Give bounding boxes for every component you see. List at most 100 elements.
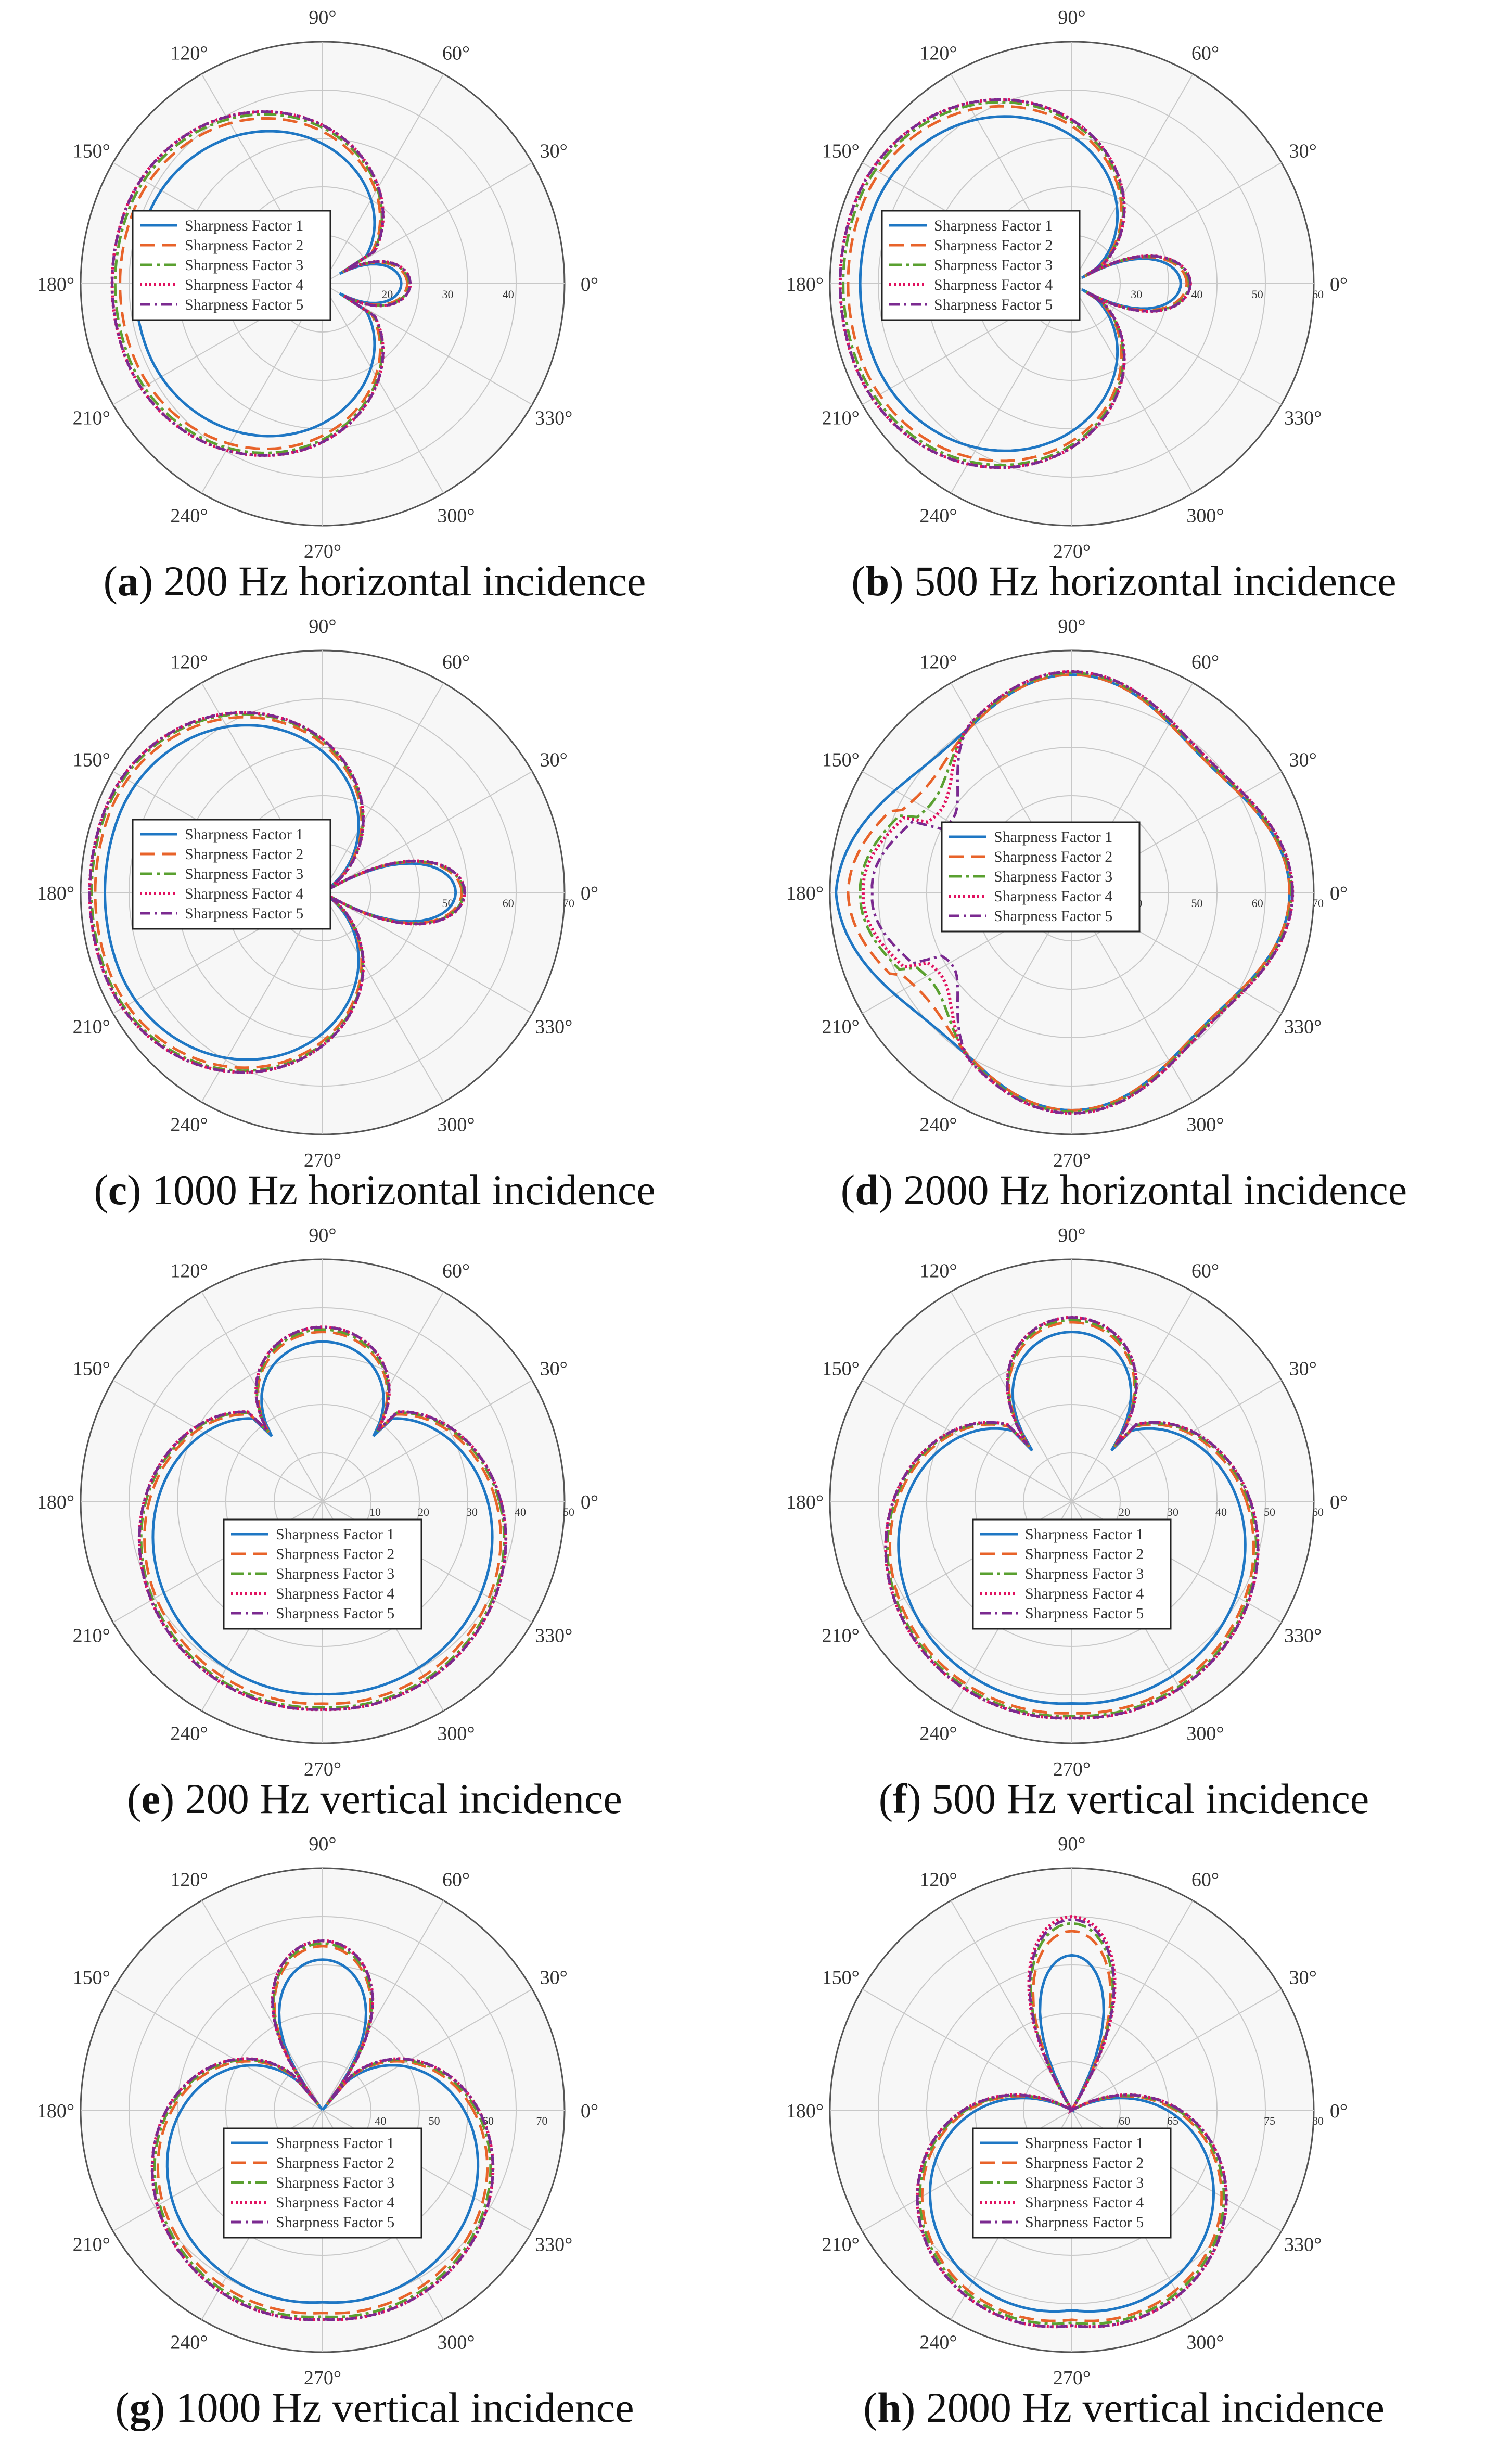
angle-tick-label: 0° [1330,2100,1348,2122]
series-line-1 [928,1954,1215,2313]
angle-tick-label: 240° [170,1114,208,1135]
radial-tick-label: 70 [563,897,574,910]
legend-label-4: Sharpness Factor 4 [1025,2194,1144,2211]
angle-tick-label: 90° [309,1224,336,1246]
panel-letter: d [855,1166,879,1214]
angle-tick-label: 150° [822,1358,860,1380]
series-line-5 [870,670,1294,1115]
radial-tick-label: 30 [1167,1505,1178,1518]
polar-plot-e: 0° 30° 60° 90° 120° 150° 180° 210° 240° 270° 300° 3… [37,1224,598,1780]
chart-panel-c: 0° 30° 60° 90° 120° 150° 180° 210° 240° 270° 300° 3… [0,609,749,1223]
polar-grid-spoke [1071,1988,1282,2111]
radial-tick-label: 20 [1119,1505,1130,1518]
angle-tick-label: 210° [73,2234,110,2256]
legend-label-1: Sharpness Factor 1 [276,1526,394,1543]
angle-tick-label: 30° [540,1358,568,1380]
panel-letter: b [865,557,890,605]
radial-tick-label: 10 [369,1505,381,1518]
series-line-3 [842,100,1191,467]
angle-tick-label: 270° [304,1758,341,1780]
polar-grid-spoke [1071,1380,1282,1502]
angle-tick-label: 240° [919,2331,957,2353]
series-line-2 [847,105,1188,463]
panel-caption: (e) 200 Hz vertical incidence [127,1775,622,1822]
series-line-2 [143,1330,502,1705]
legend-label-1: Sharpness Factor 1 [276,2135,394,2152]
legend: Sharpness Factor 1 Sharpness Factor 2 Shar… [881,210,1081,321]
legend-label-5: Sharpness Factor 5 [185,296,303,313]
radial-tick-label: 60 [1312,1505,1324,1518]
angle-tick-label: 330° [535,407,572,429]
series-line-1 [103,724,457,1061]
legend-label-5: Sharpness Factor 5 [994,908,1112,925]
series-line-5 [151,1939,494,2321]
angle-tick-label: 300° [437,1114,475,1135]
angle-tick-label: 180° [786,274,824,296]
angle-tick-label: 330° [535,1625,572,1647]
legend-label-2: Sharpness Factor 2 [994,848,1112,865]
angle-tick-label: 240° [919,1114,957,1135]
angle-tick-label: 150° [73,749,110,771]
angle-tick-label: 150° [822,1967,860,1989]
legend: Sharpness Factor 1 Sharpness Factor 2 Shar… [972,2127,1172,2239]
angle-tick-label: 60° [442,652,470,673]
panel-letter: e [141,1775,160,1822]
angle-tick-label: 240° [170,1722,208,1744]
radial-tick-label: 60 [1312,288,1324,301]
angle-tick-label: 30° [1289,749,1317,771]
angle-tick-label: 270° [304,2367,341,2389]
legend: Sharpness Factor 1 Sharpness Factor 2 Shar… [132,210,331,321]
polar-plot-f: 0° 30° 60° 90° 120° 150° 180° 210° 240° 270° 300° 3… [786,1224,1348,1780]
angle-tick-label: 300° [1186,1114,1224,1135]
caption-text: 2000 Hz vertical incidence [926,2384,1385,2431]
angle-tick-label: 30° [540,1967,568,1989]
legend-label-3: Sharpness Factor 3 [1025,1565,1144,1582]
series-line-2 [847,673,1291,1112]
angle-tick-label: 210° [73,407,110,429]
angle-tick-label: 180° [37,883,74,904]
angle-tick-label: 330° [1284,407,1322,429]
series-line-4 [884,1316,1260,1720]
angle-tick-label: 180° [786,1491,824,1513]
caption-text: 2000 Hz horizontal incidence [903,1166,1407,1214]
radial-tick-label: 75 [1264,2114,1275,2127]
angle-tick-label: 90° [1058,1224,1085,1246]
series-line-1 [897,1330,1247,1705]
angle-tick-label: 0° [581,1491,598,1513]
radial-tick-label: 40 [375,2114,386,2127]
angle-tick-label: 120° [919,652,957,673]
radial-tick-label: 40 [503,288,514,301]
angle-tick-label: 60° [442,1869,470,1891]
polar-grid-spoke [112,1988,323,2111]
series-line-2 [920,1930,1223,2322]
panel-caption: (h) 2000 Hz vertical incidence [863,2384,1385,2431]
legend-label-1: Sharpness Factor 1 [185,217,303,234]
angle-tick-label: 180° [786,883,824,904]
angle-tick-label: 30° [1289,141,1317,162]
panel-caption: (d) 2000 Hz horizontal incidence [840,1166,1407,1214]
polar-grid-spoke [1071,283,1282,405]
polar-plot-c: 0° 30° 60° 90° 120° 150° 180° 210° 240° 270° 300° 3… [37,616,598,1171]
legend-label-4: Sharpness Factor 4 [185,885,303,902]
legend-label-1: Sharpness Factor 1 [1025,1526,1144,1543]
radial-tick-label: 60 [1252,897,1263,910]
angle-tick-label: 240° [919,505,957,527]
legend-label-5: Sharpness Factor 5 [185,905,303,922]
angle-tick-label: 300° [437,1722,475,1744]
angle-tick-label: 120° [919,43,957,65]
legend: Sharpness Factor 1 Sharpness Factor 2 Shar… [972,1518,1172,1630]
legend-label-3: Sharpness Factor 3 [185,865,303,883]
angle-tick-label: 90° [1058,7,1085,29]
angle-tick-label: 120° [919,1260,957,1282]
angle-tick-label: 210° [822,1625,860,1647]
angle-tick-label: 300° [1186,2331,1224,2353]
angle-tick-label: 0° [1330,1491,1348,1513]
angle-tick-label: 60° [442,43,470,65]
polar-grid-spoke [322,771,533,893]
angle-tick-label: 60° [442,1260,470,1282]
angle-tick-label: 120° [170,652,208,673]
angle-tick-label: 240° [170,505,208,527]
polar-grid-spoke [322,1380,533,1502]
angle-tick-label: 150° [73,1967,110,1989]
caption-text: 200 Hz vertical incidence [185,1775,622,1822]
